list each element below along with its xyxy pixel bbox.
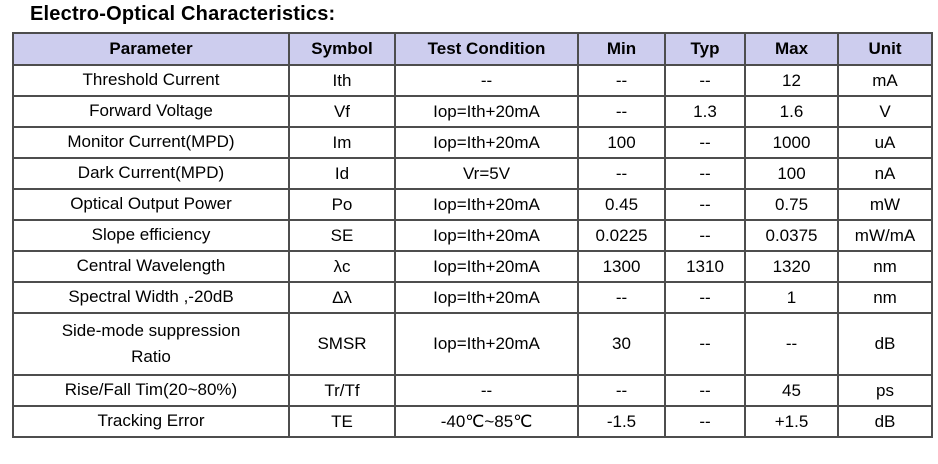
cell-unit: uA — [837, 126, 933, 159]
cell-max: 45 — [744, 374, 839, 407]
cell-typ: -- — [664, 157, 746, 190]
cell-test-condition: Iop=Ith+20mA — [394, 188, 579, 221]
cell-symbol: TE — [288, 405, 396, 438]
cell-min: 100 — [577, 126, 666, 159]
cell-min: 30 — [577, 312, 666, 376]
table-row: Rise/Fall Tim(20~80%) Tr/Tf -- -- -- 45 … — [12, 374, 933, 407]
cell-test-condition: -- — [394, 64, 579, 97]
cell-parameter: Monitor Current(MPD) — [12, 126, 290, 159]
cell-test-condition: -40℃~85℃ — [394, 405, 579, 438]
cell-min: 0.45 — [577, 188, 666, 221]
cell-typ: -- — [664, 219, 746, 252]
cell-symbol: SMSR — [288, 312, 396, 376]
cell-max: 100 — [744, 157, 839, 190]
cell-max: 1320 — [744, 250, 839, 283]
cell-typ: -- — [664, 64, 746, 97]
cell-parameter: Spectral Width ,-20dB — [12, 281, 290, 314]
cell-parameter: Dark Current(MPD) — [12, 157, 290, 190]
cell-test-condition: Iop=Ith+20mA — [394, 281, 579, 314]
table-row: Side-mode suppression Ratio SMSR Iop=Ith… — [12, 312, 933, 376]
header-test-condition: Test Condition — [394, 32, 579, 66]
cell-max: 1000 — [744, 126, 839, 159]
cell-min: -- — [577, 374, 666, 407]
cell-symbol: Ith — [288, 64, 396, 97]
cell-unit: ps — [837, 374, 933, 407]
cell-typ: -- — [664, 374, 746, 407]
header-unit: Unit — [837, 32, 933, 66]
eo-characteristics-table: Parameter Symbol Test Condition Min Typ … — [12, 32, 933, 438]
cell-symbol: Tr/Tf — [288, 374, 396, 407]
cell-max: 12 — [744, 64, 839, 97]
cell-typ: -- — [664, 312, 746, 376]
cell-parameter: Threshold Current — [12, 64, 290, 97]
cell-unit: dB — [837, 405, 933, 438]
table-row: Tracking Error TE -40℃~85℃ -1.5 -- +1.5 … — [12, 405, 933, 438]
page-title: Electro-Optical Characteristics: — [30, 3, 336, 25]
cell-unit: mA — [837, 64, 933, 97]
cell-max: 0.0375 — [744, 219, 839, 252]
cell-test-condition: Vr=5V — [394, 157, 579, 190]
cell-symbol: SE — [288, 219, 396, 252]
cell-min: -- — [577, 95, 666, 128]
cell-test-condition: Iop=Ith+20mA — [394, 95, 579, 128]
cell-parameter: Tracking Error — [12, 405, 290, 438]
cell-typ: 1310 — [664, 250, 746, 283]
cell-unit: nA — [837, 157, 933, 190]
cell-min: -- — [577, 157, 666, 190]
header-typ: Typ — [664, 32, 746, 66]
cell-max: 0.75 — [744, 188, 839, 221]
cell-parameter: Optical Output Power — [12, 188, 290, 221]
table-row: Monitor Current(MPD) Im Iop=Ith+20mA 100… — [12, 126, 933, 159]
cell-symbol: λc — [288, 250, 396, 283]
cell-max: 1 — [744, 281, 839, 314]
cell-typ: -- — [664, 405, 746, 438]
cell-min: -- — [577, 64, 666, 97]
cell-parameter: Slope efficiency — [12, 219, 290, 252]
cell-parameter: Central Wavelength — [12, 250, 290, 283]
table-row: Central Wavelength λc Iop=Ith+20mA 1300 … — [12, 250, 933, 283]
cell-test-condition: Iop=Ith+20mA — [394, 126, 579, 159]
cell-min: 1300 — [577, 250, 666, 283]
cell-max: 1.6 — [744, 95, 839, 128]
cell-symbol: Po — [288, 188, 396, 221]
cell-unit: nm — [837, 281, 933, 314]
cell-typ: 1.3 — [664, 95, 746, 128]
cell-symbol: Δλ — [288, 281, 396, 314]
header-parameter: Parameter — [12, 32, 290, 66]
cell-parameter: Forward Voltage — [12, 95, 290, 128]
cell-symbol: Vf — [288, 95, 396, 128]
cell-symbol: Im — [288, 126, 396, 159]
cell-test-condition: Iop=Ith+20mA — [394, 312, 579, 376]
cell-typ: -- — [664, 188, 746, 221]
cell-typ: -- — [664, 281, 746, 314]
table-row: Spectral Width ,-20dB Δλ Iop=Ith+20mA --… — [12, 281, 933, 314]
cell-parameter: Rise/Fall Tim(20~80%) — [12, 374, 290, 407]
table-row: Slope efficiency SE Iop=Ith+20mA 0.0225 … — [12, 219, 933, 252]
header-max: Max — [744, 32, 839, 66]
cell-unit: dB — [837, 312, 933, 376]
cell-test-condition: Iop=Ith+20mA — [394, 250, 579, 283]
cell-max: +1.5 — [744, 405, 839, 438]
cell-min: -- — [577, 281, 666, 314]
cell-unit: mW — [837, 188, 933, 221]
table-row: Optical Output Power Po Iop=Ith+20mA 0.4… — [12, 188, 933, 221]
header-min: Min — [577, 32, 666, 66]
cell-unit: V — [837, 95, 933, 128]
table-header-row: Parameter Symbol Test Condition Min Typ … — [12, 32, 933, 66]
cell-test-condition: Iop=Ith+20mA — [394, 219, 579, 252]
cell-parameter: Side-mode suppression Ratio — [12, 312, 290, 376]
table-row: Forward Voltage Vf Iop=Ith+20mA -- 1.3 1… — [12, 95, 933, 128]
cell-unit: mW/mA — [837, 219, 933, 252]
table-row: Threshold Current Ith -- -- -- 12 mA — [12, 64, 933, 97]
cell-unit: nm — [837, 250, 933, 283]
cell-max: -- — [744, 312, 839, 376]
cell-min: -1.5 — [577, 405, 666, 438]
cell-symbol: Id — [288, 157, 396, 190]
cell-test-condition: -- — [394, 374, 579, 407]
cell-typ: -- — [664, 126, 746, 159]
table-row: Dark Current(MPD) Id Vr=5V -- -- 100 nA — [12, 157, 933, 190]
cell-min: 0.0225 — [577, 219, 666, 252]
header-symbol: Symbol — [288, 32, 396, 66]
